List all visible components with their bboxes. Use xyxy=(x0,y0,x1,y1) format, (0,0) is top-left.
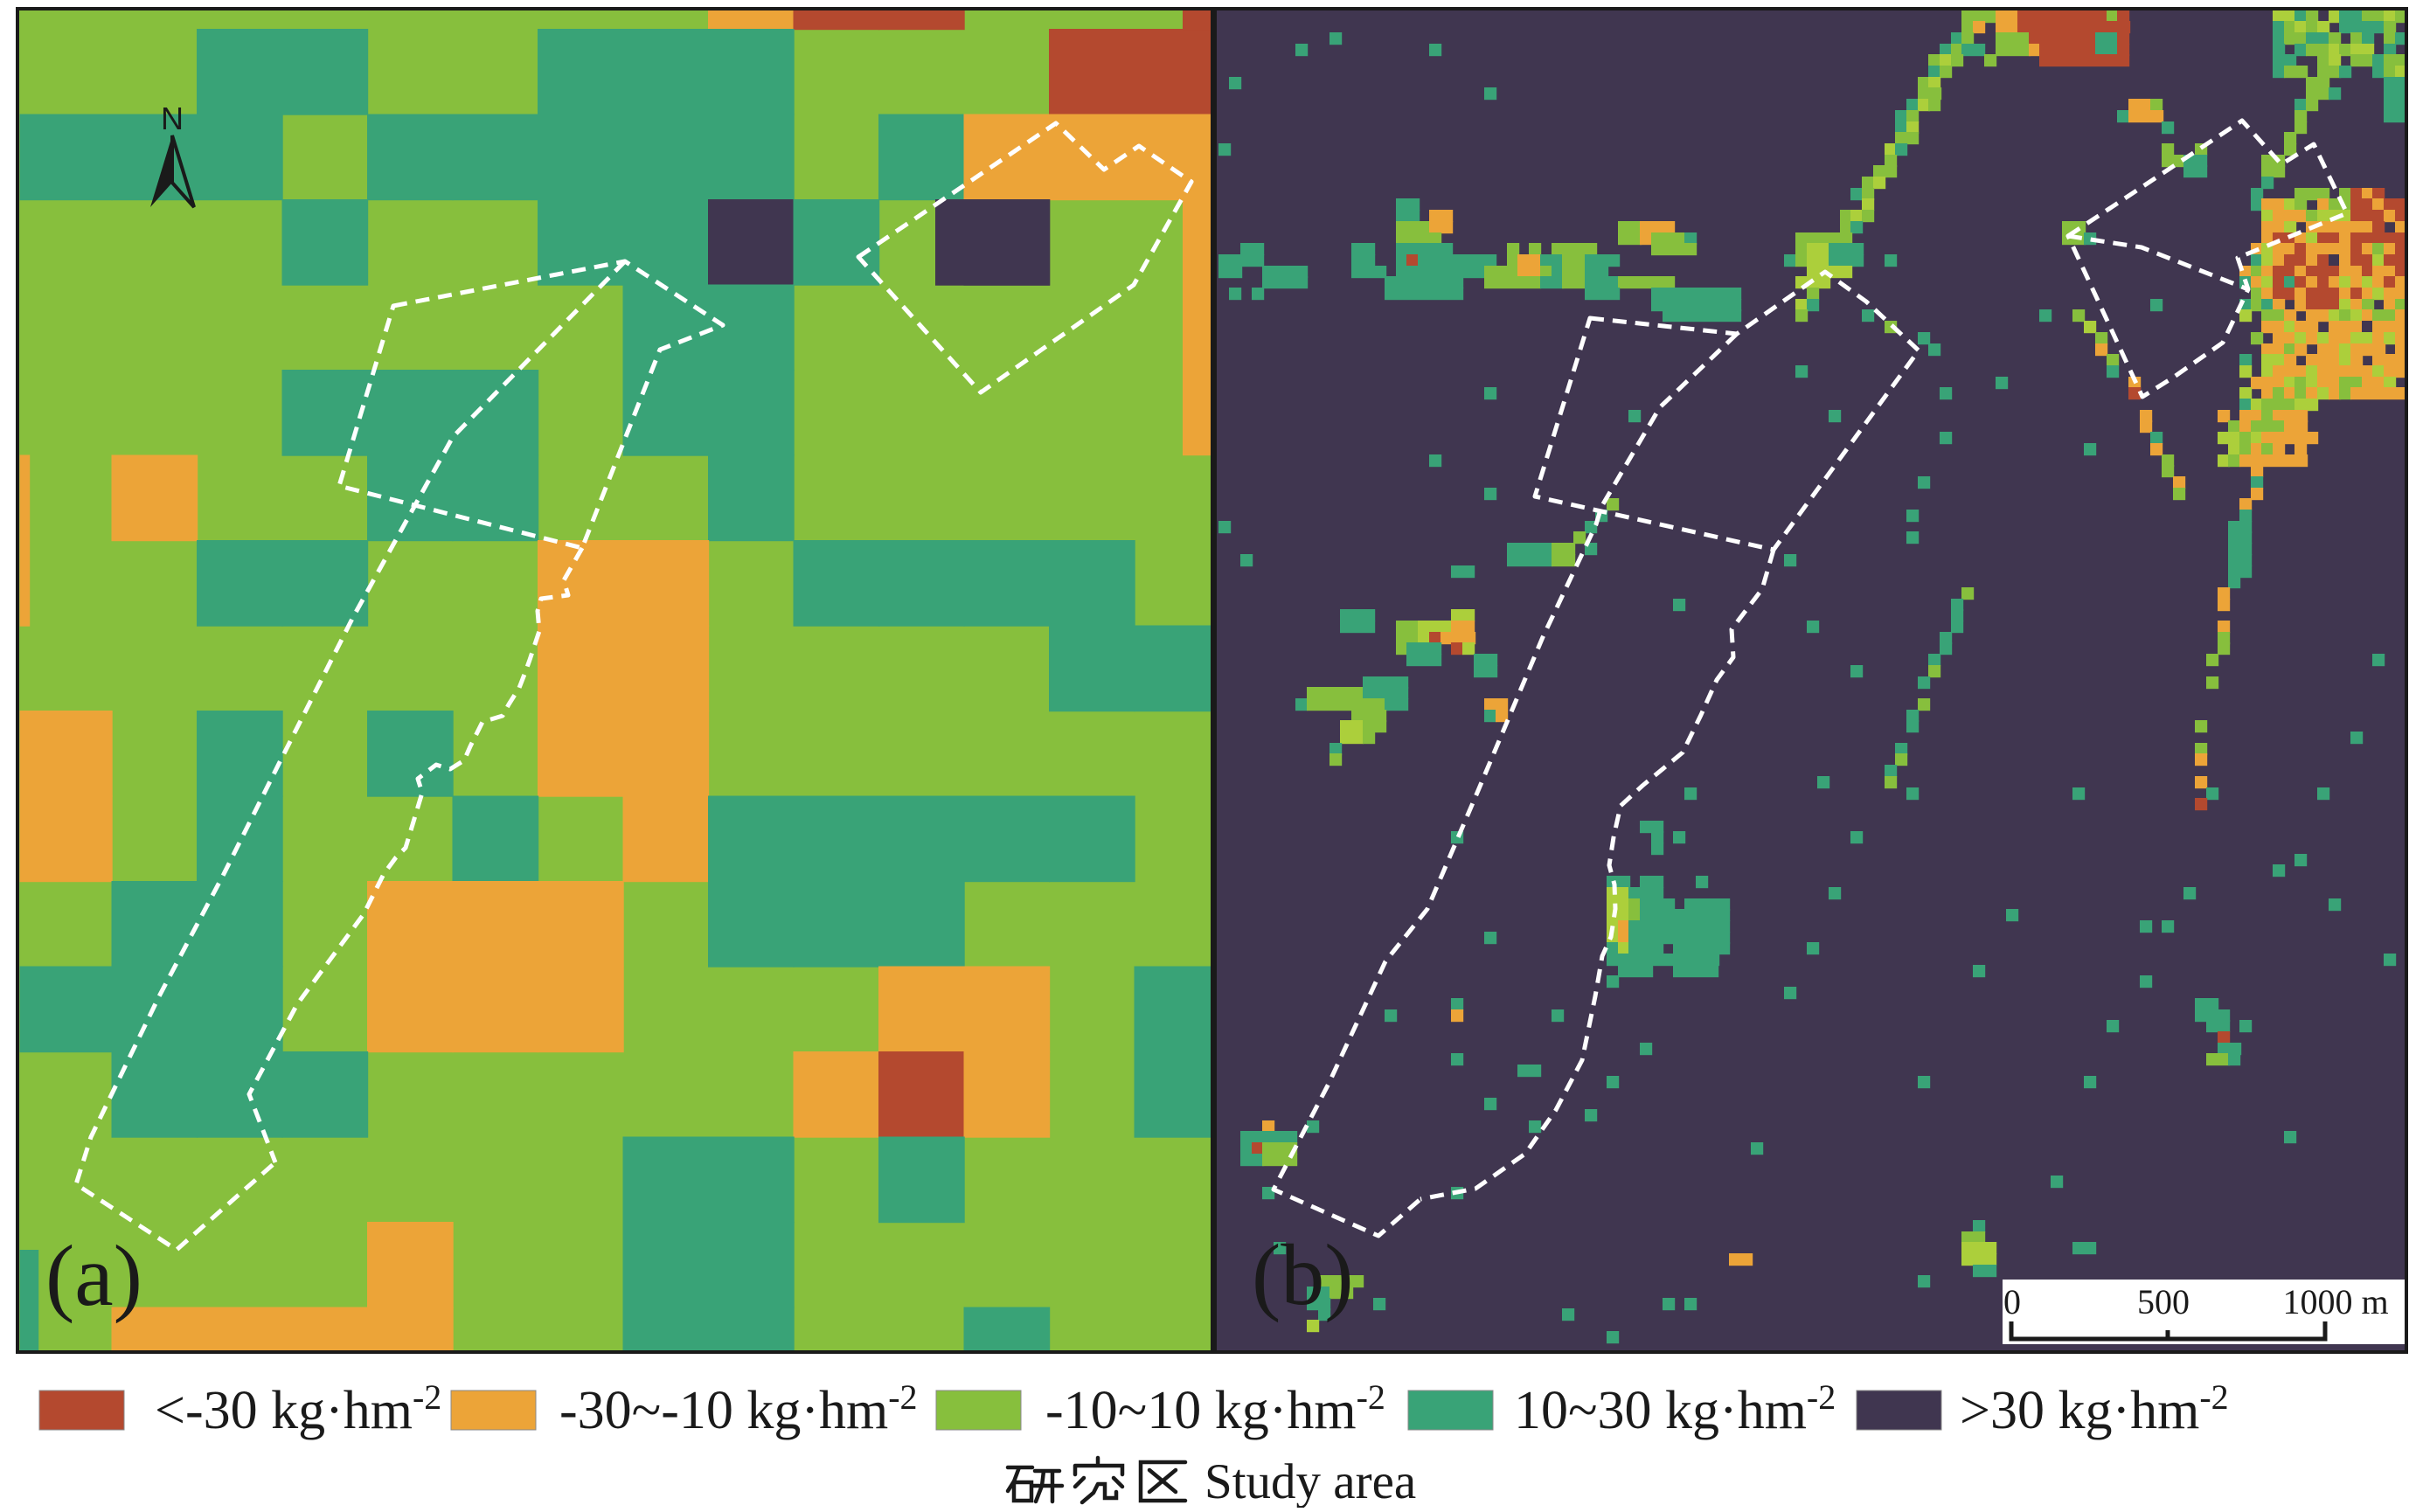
svg-text:500: 500 xyxy=(2137,1282,2190,1321)
svg-text:1000 m: 1000 m xyxy=(2282,1282,2388,1321)
svg-text:>30 kg·hm-2: >30 kg·hm-2 xyxy=(1960,1377,2229,1440)
svg-text:N: N xyxy=(161,101,184,136)
svg-text:Study area: Study area xyxy=(1204,1454,1416,1508)
svg-text:(b): (b) xyxy=(1252,1226,1354,1323)
svg-text:<-30 kg·hm-2: <-30 kg·hm-2 xyxy=(155,1377,441,1440)
svg-text:10~30 kg·hm-2: 10~30 kg·hm-2 xyxy=(1514,1377,1836,1440)
svg-text:-10~10 kg·hm-2: -10~10 kg·hm-2 xyxy=(1045,1377,1385,1440)
svg-text:-30~-10 kg·hm-2: -30~-10 kg·hm-2 xyxy=(559,1377,918,1440)
svg-text:(a): (a) xyxy=(45,1227,142,1324)
svg-text:0: 0 xyxy=(2003,1282,2021,1321)
